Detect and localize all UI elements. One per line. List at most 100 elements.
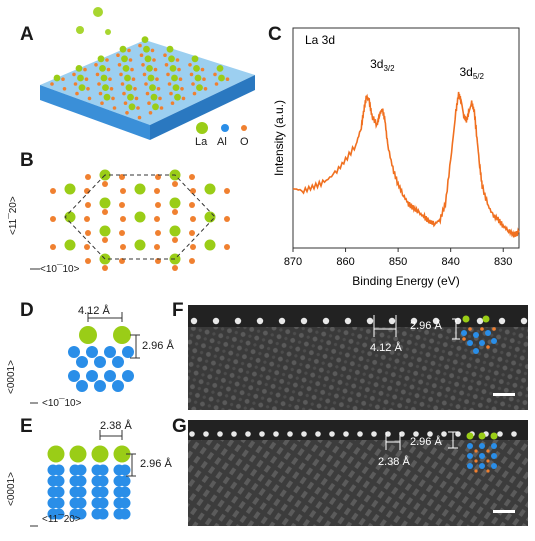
legend-label-o: O [240, 136, 249, 148]
surface-atom [231, 431, 237, 437]
o-atom [172, 265, 178, 271]
o-atom [106, 67, 111, 72]
o-atom [145, 91, 150, 96]
o-atom [158, 96, 162, 101]
o-atom [85, 230, 91, 236]
annotation-3d52-sub: 5/2 [473, 72, 485, 81]
o-atom [150, 48, 155, 53]
o-atom [172, 237, 178, 243]
surface-atom [385, 431, 391, 437]
surface-atom [511, 431, 517, 437]
o-atom [62, 87, 67, 91]
surface-atom [427, 431, 433, 437]
o-atom [111, 96, 115, 101]
surface-atom [190, 317, 198, 325]
al-legend-dot [221, 124, 229, 132]
la-atom [100, 74, 108, 82]
la-atom [169, 197, 181, 209]
o-atom [492, 327, 496, 331]
floating-la-atom [93, 7, 103, 17]
o-atom [486, 459, 490, 463]
o-atom [486, 449, 490, 453]
e-axis-horizontal-label: <11¯20> [42, 514, 81, 525]
o-atom [50, 188, 56, 194]
d-spacing-h-label: 4.12 Å [78, 305, 110, 317]
la-atom [64, 211, 76, 223]
o-atom [172, 209, 178, 215]
e-atoms [47, 445, 131, 520]
o-atom [163, 53, 167, 57]
al-atom [491, 443, 497, 449]
o-atom [159, 106, 164, 110]
al-atom [104, 346, 116, 358]
o-atom [181, 96, 186, 101]
al-atom [479, 443, 485, 449]
unit-cell-outline [64, 174, 216, 260]
panel-label-c: C [268, 24, 282, 45]
o-atom [50, 82, 54, 86]
la-atom [482, 315, 490, 323]
o-atom [87, 96, 92, 101]
o-atom [75, 91, 79, 96]
surface-atom [329, 431, 335, 437]
o-atom [190, 216, 196, 222]
o-atom [128, 58, 133, 62]
d-spacing-v-label: 2.96 Å [142, 340, 174, 352]
la-atom [147, 74, 155, 82]
la-atom [134, 183, 146, 195]
al-atom [122, 346, 134, 358]
o-atom [142, 72, 147, 77]
slab-side [150, 75, 255, 140]
o-atom [167, 82, 172, 86]
al-atom [97, 464, 109, 476]
panel-b-axis-horizontal-label: <10¯10> [40, 264, 80, 275]
o-atom [480, 327, 484, 331]
legend-label-la: La [195, 136, 208, 148]
surface-atom [344, 317, 352, 325]
la-atom [91, 445, 109, 463]
la-atom [99, 65, 106, 72]
o-atom [191, 82, 195, 86]
al-atom [467, 453, 473, 459]
o-atom [84, 244, 90, 250]
panel-label-f: F [172, 300, 184, 321]
al-atom [485, 330, 491, 336]
al-atom [119, 475, 131, 487]
d-al-atoms [68, 346, 134, 392]
o-atom [189, 230, 195, 236]
la-atom [196, 84, 203, 91]
la-atom [152, 103, 159, 111]
la-atom [466, 432, 474, 440]
al-atom [473, 348, 479, 354]
la-atom [122, 65, 130, 72]
surface-atom [413, 431, 419, 437]
surface-atom [212, 317, 220, 325]
la-atom [97, 55, 105, 63]
al-atom [53, 508, 65, 520]
surface-atom [259, 431, 265, 437]
o-atom [119, 202, 125, 208]
al-atom [119, 497, 131, 509]
panel-label-a: A [20, 24, 34, 45]
annotation-3d32-sub: 3/2 [383, 64, 395, 73]
o-atom [131, 77, 136, 81]
o-atom [138, 43, 142, 48]
x-tick-label: 870 [284, 256, 302, 268]
o-atom [122, 91, 126, 96]
panel-f-stem-image [188, 305, 528, 410]
al-atom [467, 443, 473, 449]
surface-atom [497, 431, 503, 437]
o-atom [190, 244, 196, 250]
o-atom [144, 82, 148, 86]
la-atom [169, 65, 177, 72]
la-atom [69, 445, 87, 463]
surface-atom [301, 431, 307, 437]
o-atom [98, 91, 103, 96]
surface-atom [455, 431, 461, 437]
o-atom [164, 63, 169, 67]
f-spacing-h-label: 4.12 Å [370, 342, 402, 354]
la-atom [134, 211, 146, 223]
o-atom [50, 216, 56, 222]
panel-g-stem-image [188, 420, 528, 526]
o-atom [190, 188, 196, 194]
